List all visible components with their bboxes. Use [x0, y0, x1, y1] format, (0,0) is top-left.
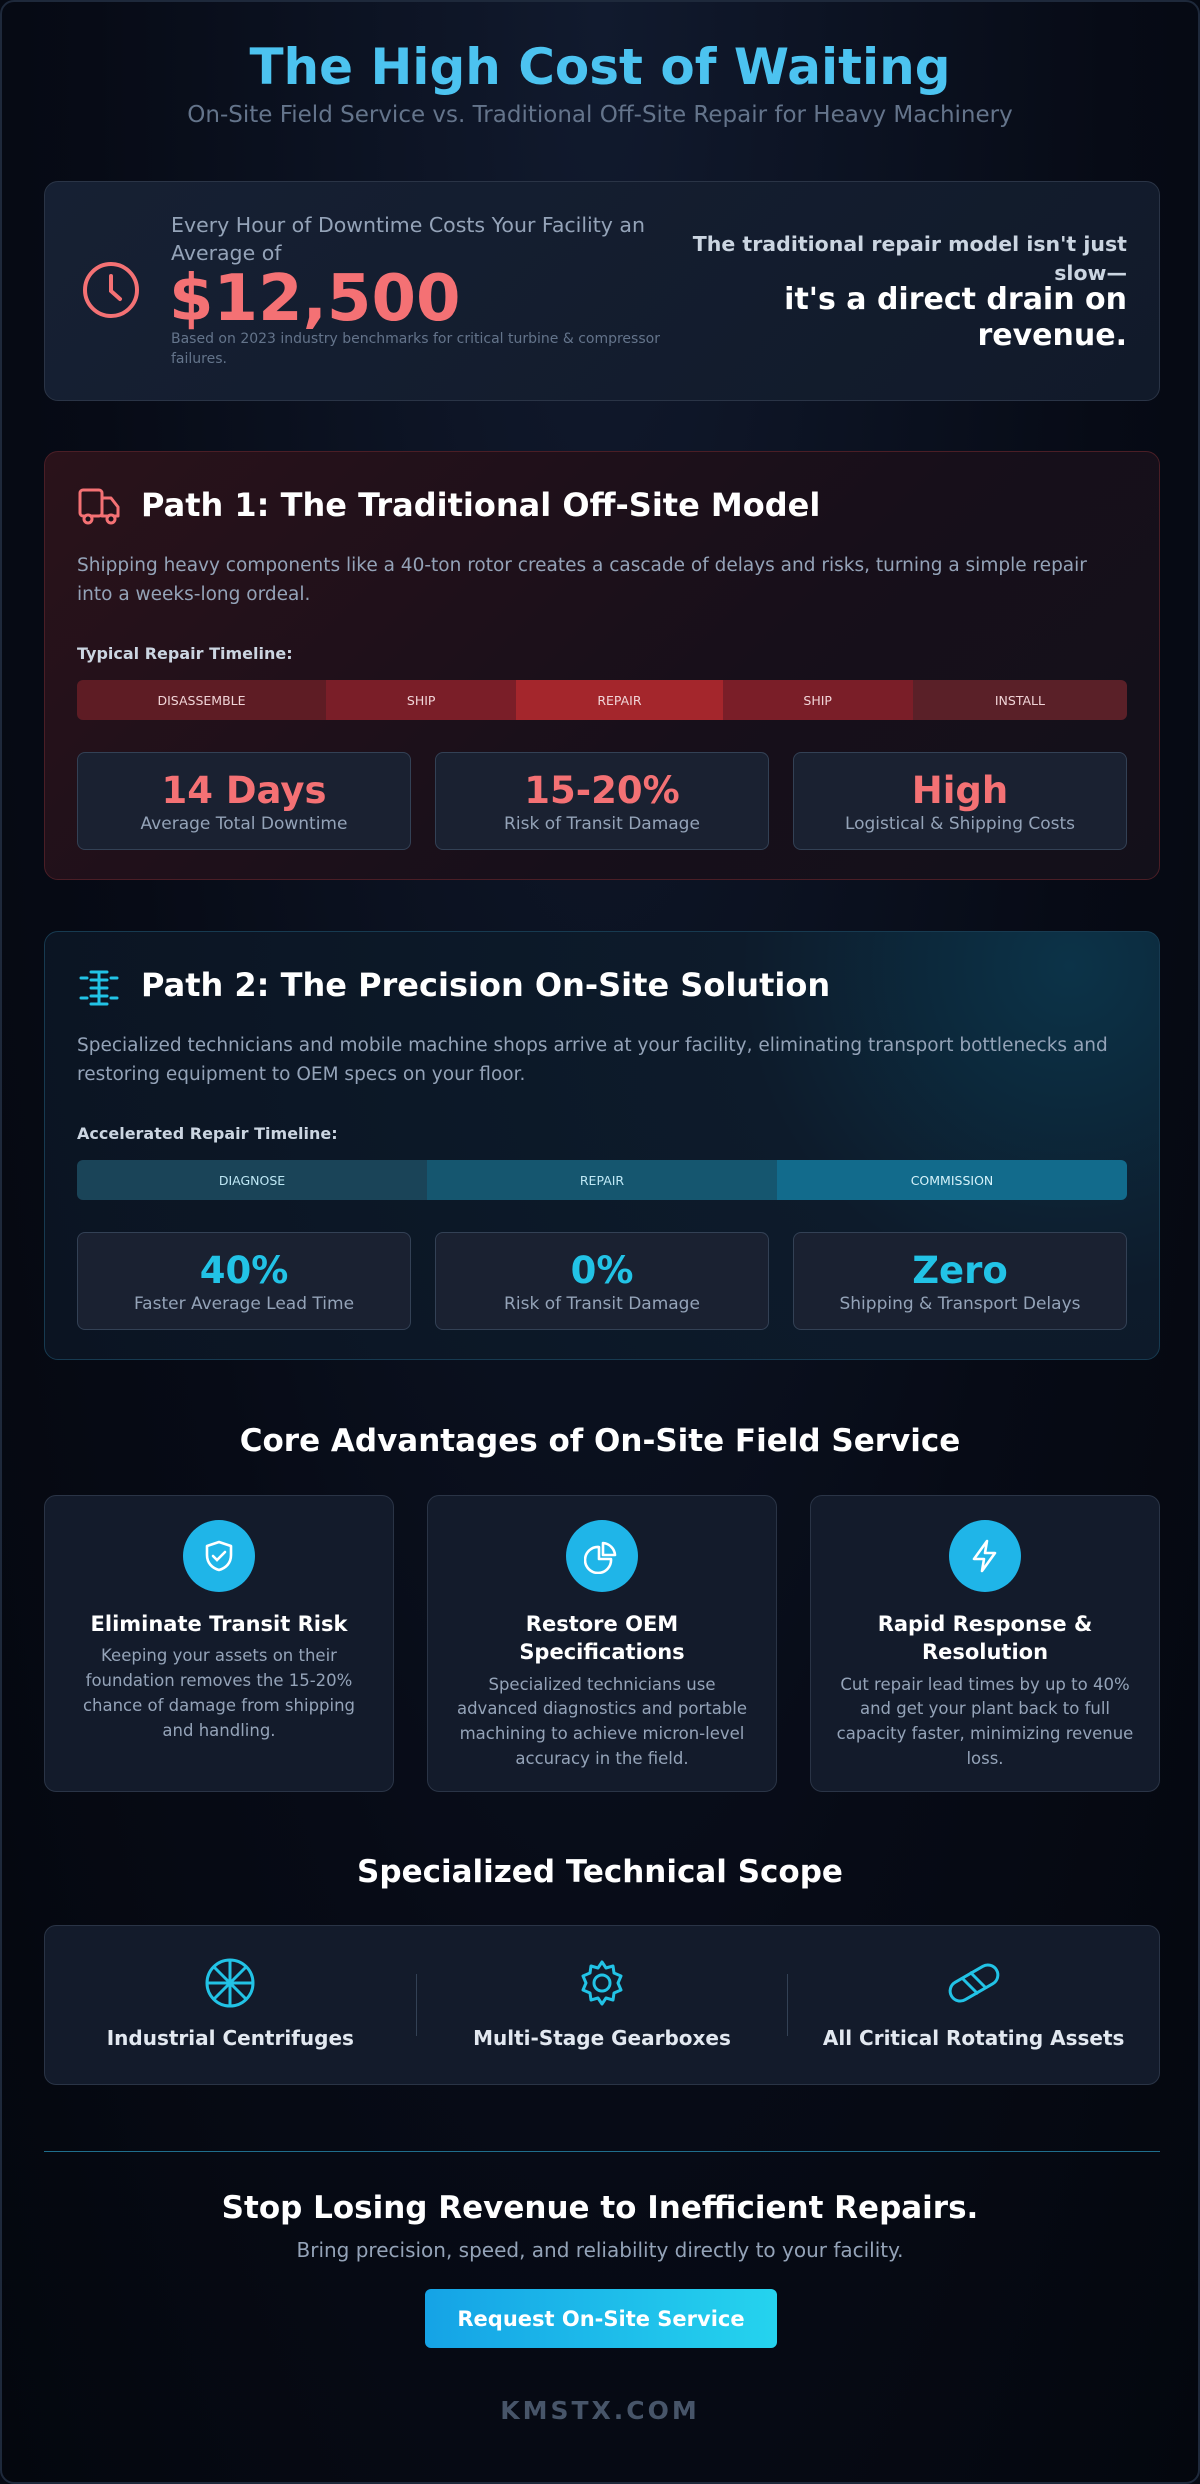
path2-timeline: DIAGNOSE REPAIR COMMISSION — [77, 1160, 1127, 1200]
bolt-icon — [949, 1520, 1021, 1592]
path2-card: Path 2: The Precision On-Site Solution S… — [44, 931, 1160, 1360]
advantages-title: Core Advantages of On-Site Field Service — [239, 1423, 961, 1459]
stat-value: 0% — [570, 1248, 634, 1292]
subtitle: On-Site Field Service vs. Traditional Of… — [187, 102, 1013, 128]
scope-item: Multi-Stage Gearboxes — [417, 1926, 788, 2084]
divider — [44, 2151, 1160, 2152]
scope-title: Specialized Technical Scope — [357, 1854, 843, 1890]
quote-lead: The traditional repair model isn't just … — [692, 232, 1127, 285]
timeline-step: SHIP — [326, 680, 517, 720]
timeline-step: SHIP — [722, 680, 913, 720]
cost-banner: Every Hour of Downtime Costs Your Facili… — [44, 181, 1160, 401]
stat-value: High — [911, 768, 1009, 812]
stat-value: 15-20% — [524, 768, 680, 812]
timeline-step: DIAGNOSE — [77, 1160, 427, 1200]
cta-title: Stop Losing Revenue to Inefficient Repai… — [221, 2190, 979, 2226]
advantage-title: Eliminate Transit Risk — [90, 1612, 348, 1636]
advantage-text: Keeping your assets on their foundation … — [82, 1646, 356, 1740]
stat-value: 40% — [199, 1248, 289, 1292]
path1-title: Path 1: The Traditional Off-Site Model — [141, 486, 821, 524]
advantage-card: Restore OEM Specifications Specialized t… — [427, 1495, 777, 1792]
stat-label: Shipping & Transport Delays — [839, 1293, 1081, 1314]
divider — [415, 1974, 417, 2036]
advantage-text: Cut repair lead times by up to 40% and g… — [836, 1674, 1134, 1768]
path1-card: Path 1: The Traditional Off-Site Model S… — [44, 451, 1160, 880]
timeline-step: REPAIR — [516, 680, 723, 720]
stat-label: Logistical & Shipping Costs — [844, 813, 1076, 834]
scope-item: Industrial Centrifuges — [45, 1926, 416, 2084]
path2-timeline-label: Accelerated Repair Timeline: — [77, 1124, 338, 1143]
timeline-step: DISASSEMBLE — [77, 680, 327, 720]
stat-label: Average Total Downtime — [140, 813, 348, 834]
stat: 14 Days Average Total Downtime — [77, 752, 411, 850]
truck-icon — [78, 488, 120, 525]
scope-label: Multi-Stage Gearboxes — [473, 2026, 731, 2050]
quote-emphasis: it's a direct drain on revenue. — [784, 282, 1127, 353]
scope-label: Industrial Centrifuges — [106, 2026, 354, 2050]
title: The High Cost of Waiting — [249, 38, 951, 96]
stat: Zero Shipping & Transport Delays — [793, 1232, 1127, 1330]
path2-stats: 40% Faster Average Lead Time 0% Risk of Tr… — [77, 1232, 1127, 1330]
stat-label: Faster Average Lead Time — [133, 1293, 355, 1314]
advantage-title: Rapid Response & Resolution — [877, 1612, 1093, 1665]
advantage-title: Restore OEM Specifications — [519, 1612, 685, 1665]
centrifuge-icon — [205, 1958, 255, 2008]
spec-icon — [566, 1520, 638, 1592]
gear-icon — [581, 1960, 623, 2006]
scope-card: Industrial Centrifuges Multi-Stage Gearb… — [44, 1925, 1160, 2085]
scope-label: All Critical Rotating Assets — [822, 2026, 1125, 2050]
cta-button[interactable]: Request On-Site Service — [425, 2289, 777, 2348]
chip-icon — [79, 970, 119, 1006]
divider — [787, 1974, 789, 2036]
footer-brand: KMSTX.COM — [500, 2396, 700, 2425]
timeline-step: COMMISSION — [777, 1160, 1127, 1200]
cost-label: Every Hour of Downtime Costs Your Facili… — [171, 213, 645, 265]
advantage-card: Rapid Response & Resolution Cut repair l… — [810, 1495, 1160, 1792]
stat-value: 14 Days — [161, 768, 327, 812]
timeline-step: INSTALL — [912, 680, 1127, 720]
stat-label: Risk of Transit Damage — [504, 1293, 700, 1314]
cost-note: Based on 2023 industry benchmarks for cr… — [171, 331, 660, 367]
advantage-text: Specialized technicians use advanced dia… — [456, 1674, 748, 1768]
path1-timeline-label: Typical Repair Timeline: — [77, 644, 293, 663]
stat: 40% Faster Average Lead Time — [77, 1232, 411, 1330]
advantage-card: Eliminate Transit Risk Keeping your asse… — [44, 1495, 394, 1792]
path1-stats: 14 Days Average Total Downtime 15-20% Risk… — [77, 752, 1127, 850]
path2-description: Specialized technicians and mobile machi… — [77, 1035, 1108, 1085]
stat-label: Risk of Transit Damage — [504, 813, 700, 834]
cta-subtitle: Bring precision, speed, and reliability … — [296, 2238, 904, 2262]
path1-description: Shipping heavy components like a 40-ton … — [77, 555, 1087, 605]
cost-amount: $12,500 — [169, 262, 461, 336]
timeline-step: REPAIR — [427, 1160, 777, 1200]
clock-icon — [83, 262, 139, 318]
stat: High Logistical & Shipping Costs — [793, 752, 1127, 850]
stat: 15-20% Risk of Transit Damage — [435, 752, 769, 850]
rotor-icon — [948, 1963, 1000, 2003]
stat-value: Zero — [912, 1248, 1008, 1292]
path2-title: Path 2: The Precision On-Site Solution — [141, 966, 831, 1004]
path1-timeline: DISASSEMBLE SHIP REPAIR SHIP INSTALL — [77, 680, 1127, 720]
shield-icon — [183, 1520, 255, 1592]
scope-item: All Critical Rotating Assets — [788, 1926, 1159, 2084]
stat: 0% Risk of Transit Damage — [435, 1232, 769, 1330]
